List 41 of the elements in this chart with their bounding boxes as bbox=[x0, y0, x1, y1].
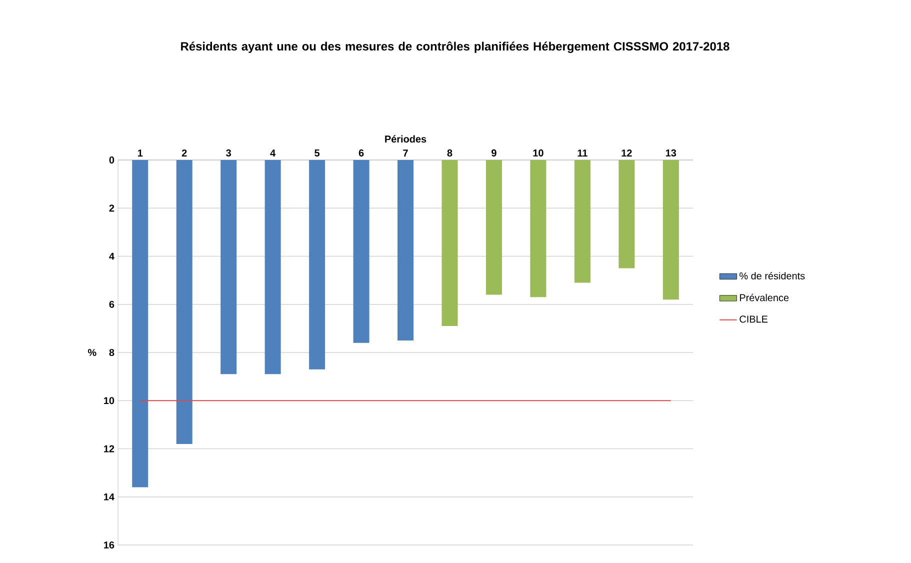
x-tick-label: 6 bbox=[358, 149, 364, 156]
bar bbox=[662, 160, 679, 300]
y-tick-label: 10 bbox=[104, 397, 114, 404]
legend-label: CIBLE bbox=[740, 316, 768, 323]
x-tick-label: 3 bbox=[226, 149, 231, 156]
bar bbox=[486, 160, 502, 295]
x-tick-label: 5 bbox=[314, 150, 320, 156]
x-tick-label: 2 bbox=[182, 150, 187, 156]
bar bbox=[309, 160, 326, 370]
y-axis-title: % bbox=[88, 348, 96, 356]
chart-title: Résidents ayant une ou des mesures de contrôles planifiées Hébergement CISSSMO 2017-2018 bbox=[181, 42, 730, 53]
bar bbox=[530, 160, 546, 298]
x-tick-label: 4 bbox=[270, 150, 276, 156]
x-tick-label: 11 bbox=[578, 150, 588, 156]
legend-label: % de résidents bbox=[740, 272, 805, 280]
y-tick-label: 4 bbox=[109, 252, 114, 260]
x-tick-label: 1 bbox=[138, 150, 143, 156]
bar bbox=[220, 160, 237, 374]
bar bbox=[618, 160, 635, 268]
y-tick-label: 16 bbox=[104, 541, 114, 549]
y-tick-label: 6 bbox=[109, 300, 114, 308]
y-tick-label: 0 bbox=[109, 156, 114, 164]
bar bbox=[574, 160, 590, 283]
x-tick-label: 13 bbox=[666, 149, 676, 156]
bar bbox=[398, 160, 414, 340]
y-tick-label: 8 bbox=[109, 348, 114, 356]
x-axis-title: Périodes bbox=[385, 135, 426, 143]
y-tick-label: 14 bbox=[104, 493, 114, 500]
y-tick-label: 12 bbox=[104, 445, 114, 452]
bar bbox=[176, 160, 192, 444]
x-tick-label: 8 bbox=[447, 149, 452, 156]
bar bbox=[353, 160, 370, 343]
x-tick-label: 9 bbox=[492, 149, 496, 156]
bar bbox=[264, 160, 281, 374]
y-tick-label: 2 bbox=[109, 204, 114, 212]
x-tick-label: 7 bbox=[403, 150, 408, 156]
x-tick-label: 12 bbox=[622, 150, 632, 156]
legend-label: Prévalence bbox=[740, 294, 789, 302]
bar bbox=[442, 160, 458, 326]
bar bbox=[132, 160, 148, 488]
x-tick-label: 10 bbox=[533, 149, 544, 156]
